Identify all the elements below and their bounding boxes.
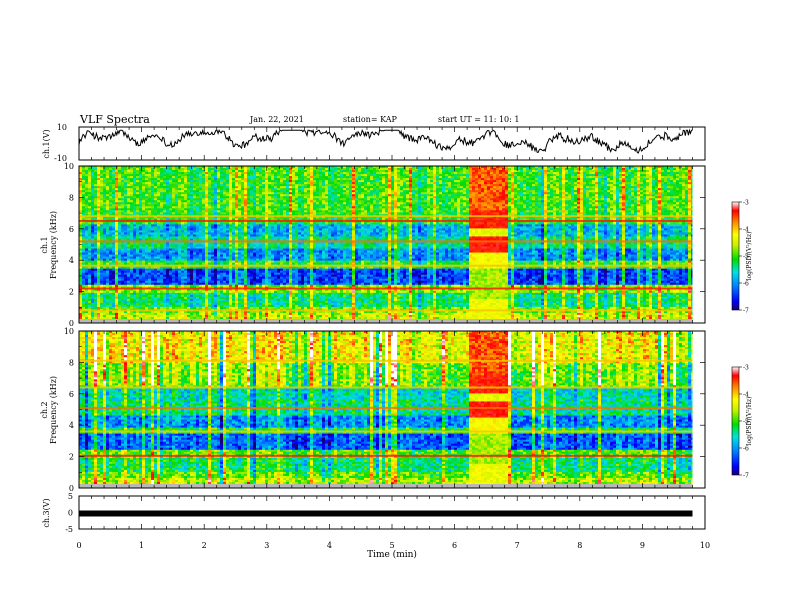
vlf-figure: VLF Spectra Jan. 22, 2021 station= KAP s…	[0, 0, 792, 612]
figure-canvas: VLF Spectra Jan. 22, 2021 station= KAP s…	[0, 0, 792, 612]
ch1-ytick-top: 10	[57, 123, 67, 132]
date-label: Jan. 22, 2021	[249, 115, 304, 124]
station-label: station= KAP	[343, 115, 398, 124]
ch1-waveform-panel: 10 -10 ch.1(V)	[42, 123, 705, 163]
ch1-waveform-ylabel: ch.1(V)	[42, 129, 51, 158]
start-time-label: start UT = 11: 10: 1	[438, 115, 519, 124]
figure-title: VLF Spectra	[79, 113, 150, 126]
ch1-spectrogram-image	[79, 166, 705, 323]
